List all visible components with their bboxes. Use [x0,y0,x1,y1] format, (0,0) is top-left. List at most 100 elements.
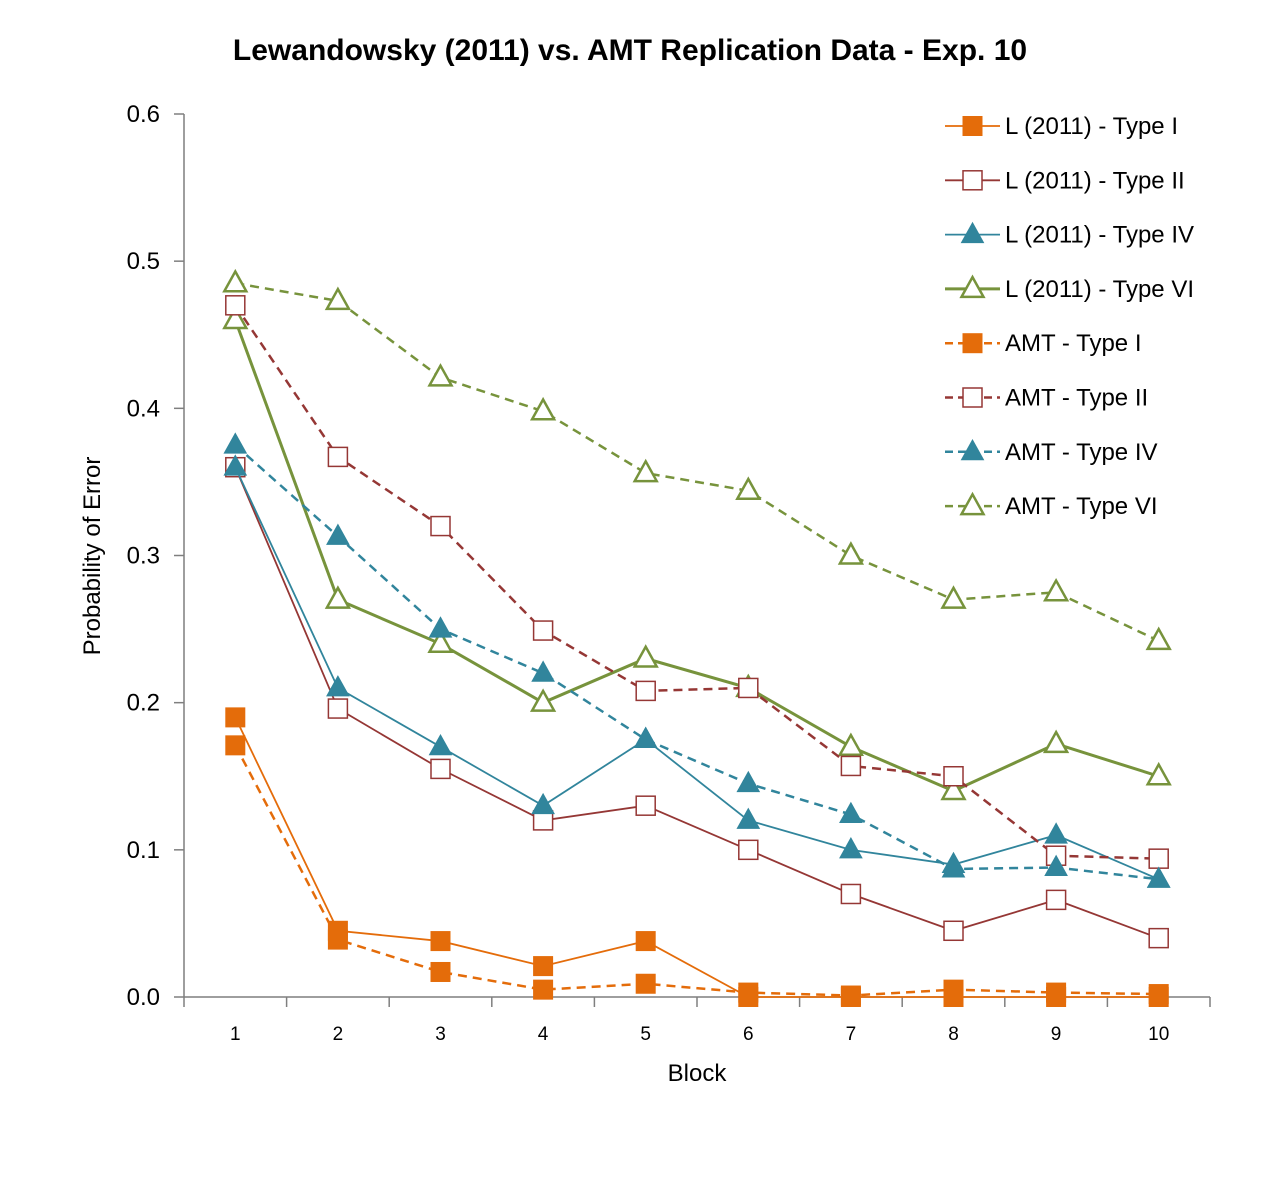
legend-marker [962,170,983,191]
legend-label: AMT - Type II [1005,385,1148,412]
data-point [840,985,861,1006]
data-point [324,585,352,609]
data-point [531,660,555,682]
data-point [735,476,762,500]
data-point [430,961,451,982]
legend-item: L (2011) - Type VI [945,274,1194,303]
data-point [428,734,453,756]
series-2 [223,454,1171,888]
y-axis-label: Probability of Error [79,457,106,656]
legend-marker [962,116,983,136]
data-point [1042,729,1070,754]
data-point [738,677,759,699]
data-point [1042,577,1070,602]
data-point [326,523,350,545]
y-tick-label: 0.0 [127,984,160,1011]
data-point [324,286,352,311]
legend-item: L (2011) - Type II [945,167,1185,194]
legend-label: L (2011) - Type II [1005,167,1185,194]
legend-item: AMT - Type II [945,385,1148,412]
x-tick-label: 6 [743,1024,754,1045]
data-point [1146,866,1171,888]
data-point [840,883,862,905]
data-point [222,268,249,293]
series-0 [225,707,1169,1007]
series-1 [225,456,1169,949]
data-point [941,856,966,878]
data-point [427,629,454,654]
legend-label: AMT - Type I [1005,330,1142,357]
x-axis-label: Block [668,1060,728,1087]
chart-title: Lewandowsky (2011) vs. AMT Replication D… [233,34,1027,67]
data-point [225,735,246,756]
data-point [326,675,350,697]
data-point [635,680,656,702]
y-tick-label: 0.6 [127,101,160,128]
data-point [533,979,554,1000]
data-point [428,616,453,638]
data-point [738,982,759,1003]
data-point [1145,761,1172,786]
series-5 [225,295,1169,869]
data-point [635,795,656,816]
y-tick-label: 0.4 [127,395,160,422]
data-point [427,363,454,387]
series-line [235,282,1160,642]
series-4 [225,735,1169,1006]
series-7 [222,268,1172,651]
data-point [1148,984,1169,1005]
data-point [327,698,349,719]
y-tick-label: 0.1 [127,837,160,864]
data-point [225,707,246,728]
series-6 [223,432,1171,888]
data-point [738,839,759,861]
data-point [839,837,863,859]
series-line [234,304,1159,860]
legend-item: AMT - Type VI [945,491,1158,520]
legend-marker [962,387,983,408]
legend-marker [959,274,986,299]
data-point [1145,626,1172,651]
y-axis-ticks: 0.0 0.1 0.2 0.3 0.4 0.5 0.6 [127,101,184,1011]
x-tick-label: 3 [435,1024,446,1045]
data-point [837,541,865,565]
data-point [1044,854,1068,876]
data-point [633,726,658,748]
series-line [233,319,1160,793]
data-point [840,755,862,777]
y-tick-label: 0.2 [127,690,160,717]
data-point [1148,848,1169,869]
x-tick-label: 9 [1051,1024,1062,1045]
data-point [222,305,249,330]
legend-label: AMT - Type IV [1005,439,1158,466]
x-tick-label: 10 [1148,1024,1169,1045]
data-point [1044,822,1068,844]
data-point [531,792,555,815]
data-point [430,931,451,952]
legend-item: L (2011) - Type IV [945,222,1194,249]
legend-label: AMT - Type VI [1005,493,1158,520]
data-point [223,454,248,476]
data-point [940,776,967,801]
series-line [234,466,1160,939]
data-point [943,766,964,787]
legend-label: L (2011) - Type IV [1005,222,1194,249]
data-point [635,973,656,994]
data-point [943,979,964,1000]
x-axis-ticks: 1 2 3 4 5 6 7 8 9 10 [183,997,1211,1045]
data-point [529,396,557,421]
legend-marker [960,438,985,461]
data-point [632,458,659,483]
x-tick-label: 1 [230,1024,241,1045]
x-tick-label: 2 [333,1024,344,1045]
data-point [736,807,761,829]
data-point [430,758,451,780]
data-point [940,585,967,609]
legend-marker [962,333,983,354]
data-point [533,956,554,977]
data-point [1045,889,1067,911]
data-point [529,688,557,712]
y-tick-label: 0.5 [127,248,160,275]
